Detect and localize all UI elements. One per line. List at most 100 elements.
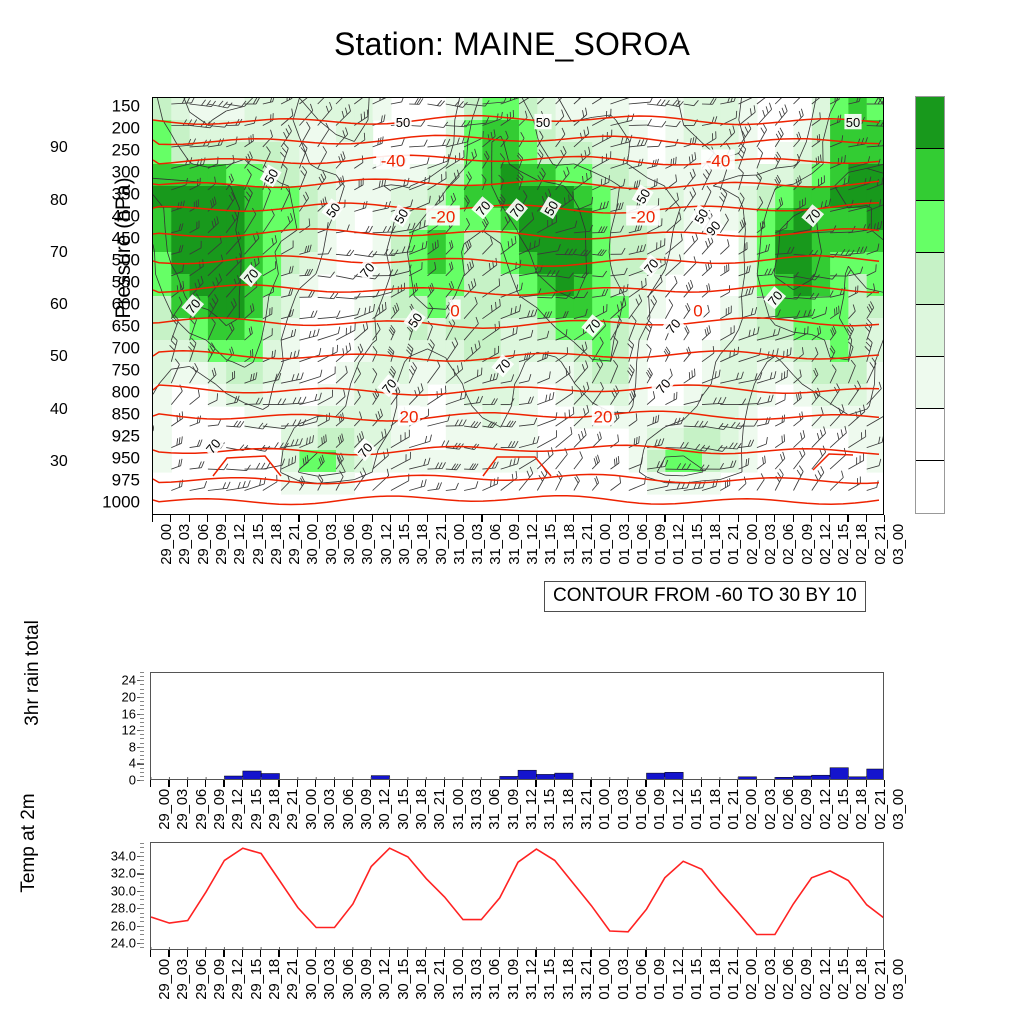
x-tick-label: 29_12 <box>229 959 246 1000</box>
x-tick-mark <box>627 950 628 957</box>
humidity-cell <box>153 186 172 209</box>
rain-minor-tick <box>140 755 144 756</box>
y-tick-label: 800 <box>112 384 140 401</box>
wind-barb-feather <box>883 158 884 165</box>
humidity-cell <box>848 230 867 253</box>
svg-text:50: 50 <box>536 115 550 130</box>
x-tick-label: 01_21 <box>725 524 742 565</box>
wind-barb-shaft <box>464 469 474 470</box>
wind-barb-shaft <box>684 332 690 340</box>
wind-barb-shaft <box>171 443 181 447</box>
x-tick-label: 01_00 <box>596 959 613 1000</box>
wind-barb-feather <box>653 391 654 398</box>
y-tick-label: 250 <box>112 142 140 159</box>
x-tick-label: 31_03 <box>468 789 485 830</box>
temp-tick-label: 34.0 <box>111 848 136 863</box>
y-tick-label: 925 <box>112 428 140 445</box>
humidity-cell <box>354 406 373 429</box>
wind-barb-feather <box>705 329 707 336</box>
x-tick-mark <box>517 950 518 957</box>
wind-barb-feather <box>442 441 445 447</box>
wind-barb-feather <box>876 264 877 271</box>
x-tick-label: 01_00 <box>597 524 614 565</box>
wind-barb-shaft <box>318 317 338 319</box>
wind-barb-shaft <box>299 317 314 319</box>
x-tick-mark <box>244 515 245 522</box>
wind-barb-feather <box>430 435 432 442</box>
humidity-cell <box>226 252 245 275</box>
x-tick-mark <box>774 780 775 787</box>
x-tick-mark <box>315 950 316 957</box>
rain-y-axis-title: 3hr rain total <box>22 578 44 768</box>
x-tick-mark <box>372 515 373 522</box>
temp-minor-tick <box>140 843 144 844</box>
x-tick-mark <box>884 780 885 787</box>
x-tick-label: 31_06 <box>486 789 503 830</box>
wind-barb-feather <box>311 311 314 318</box>
wind-barb-feather <box>179 437 180 444</box>
x-tick-label: 02_09 <box>798 959 815 1000</box>
wind-barb-feather <box>443 139 446 145</box>
rain-tick-label: 24 <box>122 673 136 688</box>
x-tick-label: 31_09 <box>505 959 522 1000</box>
x-tick-mark <box>811 950 812 957</box>
wind-barb-shaft <box>720 246 729 254</box>
humidity-cell <box>446 318 465 341</box>
humidity-cell <box>574 384 593 407</box>
wind-barb-shaft <box>848 461 863 470</box>
iso-kink <box>813 454 853 470</box>
humidity-cell <box>409 274 428 297</box>
wind-barb-feather <box>803 430 805 437</box>
humidity-cell <box>684 98 703 121</box>
x-tick-mark <box>590 950 591 957</box>
x-tick-label: 30_06 <box>340 789 357 830</box>
wind-barb-feather <box>499 279 500 286</box>
x-tick-mark <box>792 780 793 787</box>
temp-line-svg <box>151 843 884 950</box>
wind-barb-shaft <box>537 276 555 277</box>
rain-minor-tick <box>140 676 144 677</box>
svg-text:-40: -40 <box>706 151 731 170</box>
temp-minor-tick <box>140 856 144 857</box>
x-tick-mark <box>260 950 261 957</box>
temp-minor-tick <box>140 886 144 887</box>
isotherm-label: -20 <box>626 205 660 226</box>
wind-barb-feather <box>758 148 763 153</box>
wind-barb-shaft <box>629 125 648 126</box>
humidity-cell <box>830 230 849 253</box>
wind-barb-shaft <box>428 469 443 470</box>
wind-barb-feather <box>601 179 602 186</box>
humidity-cell <box>171 208 190 231</box>
humidity-cell <box>702 428 721 451</box>
x-tick-mark <box>278 950 279 957</box>
x-tick-mark <box>609 950 610 957</box>
wind-barb-shaft <box>190 397 200 405</box>
x-tick-mark <box>170 515 171 522</box>
wind-barb-feather <box>569 410 570 417</box>
wind-barb-feather <box>565 413 566 420</box>
humidity-cell <box>299 274 318 297</box>
wind-barb-feather <box>309 331 311 338</box>
x-tick-label: 29_21 <box>284 959 301 1000</box>
wind-barb-feather <box>275 442 279 448</box>
wind-barb-feather <box>364 133 365 140</box>
humidity-cell <box>153 428 172 451</box>
wind-barb-shaft <box>830 455 846 469</box>
x-tick-mark <box>774 515 775 522</box>
humidity-cell <box>739 230 758 253</box>
humidity-cell <box>354 164 373 187</box>
humidity-cell <box>592 384 611 407</box>
x-tick-mark <box>205 780 206 787</box>
wind-barb-feather <box>686 285 688 292</box>
wind-barb-feather <box>761 128 765 134</box>
humidity-cell <box>226 230 245 253</box>
humidity-cell <box>153 98 172 121</box>
x-tick-label: 03_00 <box>890 959 907 1000</box>
wind-barb-feather <box>177 438 178 445</box>
wind-barb-feather <box>676 157 677 164</box>
wind-barb-feather <box>334 293 338 299</box>
x-tick-mark <box>847 950 848 957</box>
wind-barb-shaft <box>647 104 665 106</box>
